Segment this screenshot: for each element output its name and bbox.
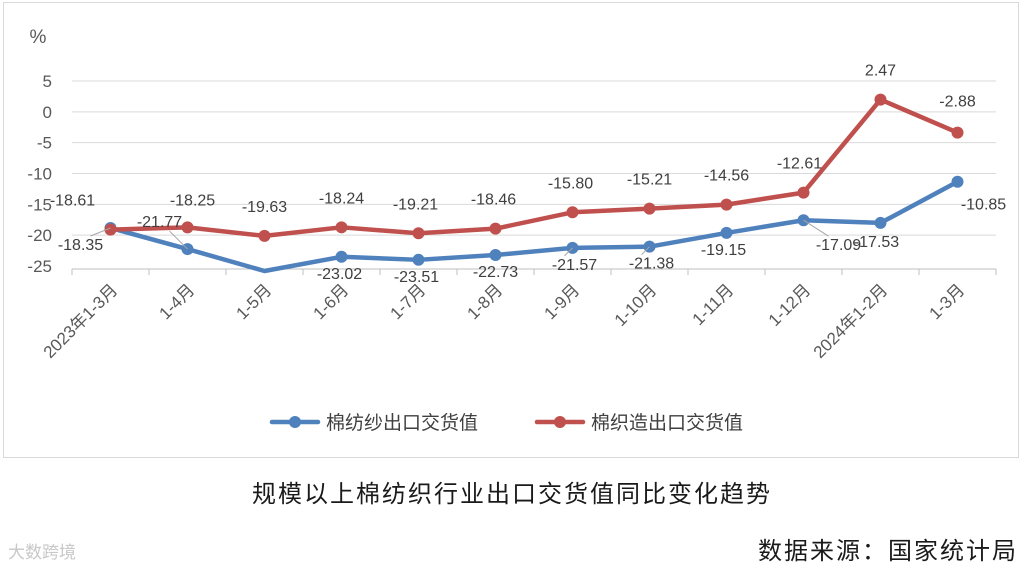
y-tick-label: -25 xyxy=(27,257,52,276)
data-label: -18.24 xyxy=(319,190,364,207)
data-label: -15.21 xyxy=(627,172,672,189)
x-axis-ticks: 2023年1-3月 1-4月 1-5月 1-6月 1-7月 1-8月 1-9月 1-10月 1-… xyxy=(40,280,969,362)
legend-label: 棉织造出口交货值 xyxy=(591,412,743,434)
data-label: -23.51 xyxy=(394,269,439,286)
y-tick-label: -15 xyxy=(27,195,52,214)
data-label: -12.61 xyxy=(777,156,822,173)
data-label: -21.38 xyxy=(629,256,674,273)
label-leader-line xyxy=(90,227,111,237)
legend-label: 棉纺纱出口交货值 xyxy=(326,412,478,434)
data-label: -18.46 xyxy=(471,192,516,209)
data-point xyxy=(720,226,733,239)
x-tick-label: 1-11月 xyxy=(689,280,738,329)
label-leader-line xyxy=(641,246,650,256)
label-leader-line xyxy=(169,230,188,250)
data-label: -19.15 xyxy=(701,242,746,259)
data-label: -19.63 xyxy=(242,199,287,216)
x-tick-label: 1-8月 xyxy=(463,280,506,323)
x-tick-label: 1-6月 xyxy=(309,280,352,323)
data-label: -21.77 xyxy=(137,214,182,231)
x-tick-label: 1-7月 xyxy=(386,280,429,323)
data-labels: -18.35 -21.77 -23.02 -23.51 -22.73 -21.57 -21.… xyxy=(50,63,1006,286)
data-label: -17.53 xyxy=(854,234,899,251)
data-source-note: 数据来源：国家统计局 xyxy=(758,537,1018,565)
y-tick-label: 0 xyxy=(43,103,52,122)
data-label: -19.21 xyxy=(393,196,438,213)
x-tick-label: 1-3月 xyxy=(925,280,968,323)
data-label: -18.35 xyxy=(58,237,103,254)
data-point xyxy=(874,93,887,106)
watermark-logo: 大数跨境 xyxy=(8,543,76,563)
data-point xyxy=(258,229,271,242)
x-tick-label: 1-9月 xyxy=(540,280,583,323)
legend-swatch-marker xyxy=(289,416,301,428)
data-label: -15.80 xyxy=(548,175,593,192)
data-point xyxy=(951,175,964,188)
data-point xyxy=(643,202,656,215)
data-label: -21.57 xyxy=(552,257,597,274)
data-label: 2.47 xyxy=(865,63,896,80)
label-leader-line xyxy=(803,219,829,237)
data-point xyxy=(335,250,348,263)
y-tick-label: -10 xyxy=(27,165,52,184)
x-tick-label: 1-4月 xyxy=(155,280,198,323)
y-tick-label: -20 xyxy=(27,226,52,245)
data-point xyxy=(797,186,810,199)
data-point xyxy=(951,126,964,139)
series-line xyxy=(108,97,960,239)
data-point xyxy=(335,221,348,234)
data-label: -22.73 xyxy=(473,264,518,281)
data-label: -2.88 xyxy=(939,94,976,111)
legend-swatch-marker xyxy=(554,416,566,428)
x-tick-label: 2024年1-2月 xyxy=(810,280,892,362)
data-point xyxy=(412,253,425,266)
y-tick-label: -5 xyxy=(37,134,52,153)
data-label: -23.02 xyxy=(317,266,362,283)
chart-frame: % 5 0 -5 -10 -15 -20 -25 2023年1-3月 1-4月 1-5月 1-6月… xyxy=(3,2,1019,458)
data-point xyxy=(874,216,887,229)
y-axis-unit-label: % xyxy=(30,27,47,48)
data-point xyxy=(104,223,117,236)
line-chart: % 5 0 -5 -10 -15 -20 -25 2023年1-3月 1-4月 1-5月 1-6月… xyxy=(27,27,1006,434)
data-label: -18.25 xyxy=(170,192,215,209)
data-label: -10.85 xyxy=(961,197,1006,214)
data-point xyxy=(489,249,502,262)
data-point xyxy=(181,221,194,234)
data-point xyxy=(489,222,502,235)
x-tick-label: 2023年1-3月 xyxy=(40,280,122,362)
data-label: -18.61 xyxy=(50,193,95,210)
x-tick-label: 1-12月 xyxy=(765,280,815,330)
data-label: -17.09 xyxy=(816,237,861,254)
label-leader-line xyxy=(564,247,573,257)
y-tick-label: 5 xyxy=(43,72,52,91)
x-tick-label: 1-5月 xyxy=(232,280,275,323)
series-line xyxy=(108,179,960,274)
gridlines xyxy=(71,80,997,275)
data-point xyxy=(566,206,579,219)
x-tick-label: 1-10月 xyxy=(611,280,661,330)
data-point xyxy=(720,198,733,211)
legend: 棉纺纱出口交货值 棉织造出口交货值 xyxy=(269,412,743,434)
chart-caption: 规模以上棉纺织行业出口交货值同比变化趋势 xyxy=(252,480,772,508)
y-axis-ticks: 5 0 -5 -10 -15 -20 -25 xyxy=(27,72,52,276)
data-point xyxy=(412,227,425,240)
data-label: -14.56 xyxy=(704,168,749,185)
